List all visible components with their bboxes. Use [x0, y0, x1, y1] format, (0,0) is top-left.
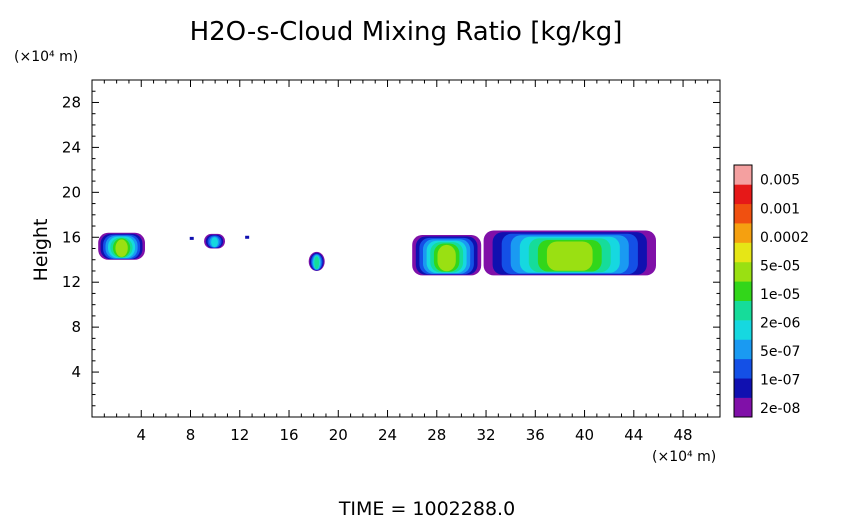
- x-tick-label: 4: [136, 426, 146, 444]
- cloud-blob-cloud-d: [412, 235, 482, 276]
- x-tick-label: 16: [279, 426, 298, 444]
- colorbar-label: 1e-07: [760, 373, 800, 389]
- x-tick-label: 36: [526, 426, 545, 444]
- colorbar-swatch: [734, 397, 752, 418]
- y-tick-label: 12: [62, 273, 81, 291]
- colorbar: 2e-08 1e-07 5e-07 2e-06 1e-05 5e-05 0.0002 0.00…: [733, 164, 809, 418]
- colorbar-swatch: [734, 184, 752, 205]
- colorbar-label: 0.005: [760, 173, 800, 189]
- cloud-blob-cloud-b: [204, 233, 225, 249]
- y-tick-label: 20: [62, 183, 81, 201]
- colorbar-swatch: [734, 203, 752, 224]
- cloud-layer: [546, 241, 593, 271]
- cloud-speck: [189, 236, 194, 240]
- x-tick-label: 40: [575, 426, 594, 444]
- cloud-blob-cloud-e: [483, 230, 656, 276]
- x-tick-labels: 4 8 12 16 20 24 28 32 36 40 44 48: [136, 426, 692, 444]
- y-tick-label: 8: [71, 318, 81, 336]
- colorbar-swatch: [734, 320, 752, 340]
- colorbar-frame: [733, 164, 753, 418]
- cloud-layer: [115, 239, 128, 257]
- y-tick-label: 28: [62, 93, 81, 111]
- y-tick-labels: 4 8 12 16 20 24 28: [62, 93, 81, 381]
- x-tick-label: 20: [329, 426, 348, 444]
- time-footer: TIME = 1002288.0: [338, 498, 515, 519]
- colorbar-label: 1e-05: [760, 287, 800, 303]
- plot-area: [91, 79, 721, 418]
- x-tick-label: 32: [476, 426, 495, 444]
- x-tick-label: 44: [624, 426, 643, 444]
- x-tick-label: 12: [230, 426, 249, 444]
- y-tick-label: 4: [71, 363, 81, 381]
- y-tick-label: 16: [62, 228, 81, 246]
- colorbar-swatch: [734, 378, 752, 398]
- colorbar-swatch: [734, 339, 752, 360]
- cloud-layer: [314, 256, 320, 269]
- x-tick-label: 24: [378, 426, 397, 444]
- colorbar-swatch: [734, 358, 752, 379]
- colorbar-label: 2e-06: [760, 315, 800, 331]
- colorbar-swatch: [734, 165, 752, 185]
- cloud-blob-cloud-c: [308, 251, 325, 271]
- x-tick-label: 28: [427, 426, 446, 444]
- colorbar-swatch: [734, 242, 752, 263]
- colorbar-swatch: [734, 261, 752, 282]
- colorbar-swatch: [734, 281, 752, 301]
- x-tick-label: 8: [186, 426, 196, 444]
- cloud-blob-cloud-a: [98, 232, 145, 260]
- axis-ticks: [92, 80, 720, 417]
- colorbar-swatch: [734, 223, 752, 243]
- x-tick-label: 48: [674, 426, 693, 444]
- colorbar-label: 0.001: [760, 201, 800, 217]
- y-tick-label: 24: [62, 138, 81, 156]
- cloud-layer: [211, 237, 218, 248]
- colorbar-label: 0.0002: [760, 230, 809, 246]
- colorbar-swatch: [734, 300, 752, 321]
- colorbar-label: 5e-07: [760, 344, 800, 360]
- y-axis-unit: (×10⁴ m): [14, 49, 78, 65]
- colorbar-label: 2e-08: [760, 401, 800, 417]
- y-axis-label: Height: [30, 219, 52, 282]
- colorbar-label: 5e-05: [760, 258, 800, 274]
- x-axis-unit: (×10⁴ m): [652, 449, 716, 465]
- chart-title: H2O-s-Cloud Mixing Ratio [kg/kg]: [190, 17, 623, 47]
- cloud-layer: [437, 244, 456, 272]
- cloud-speck: [245, 235, 250, 239]
